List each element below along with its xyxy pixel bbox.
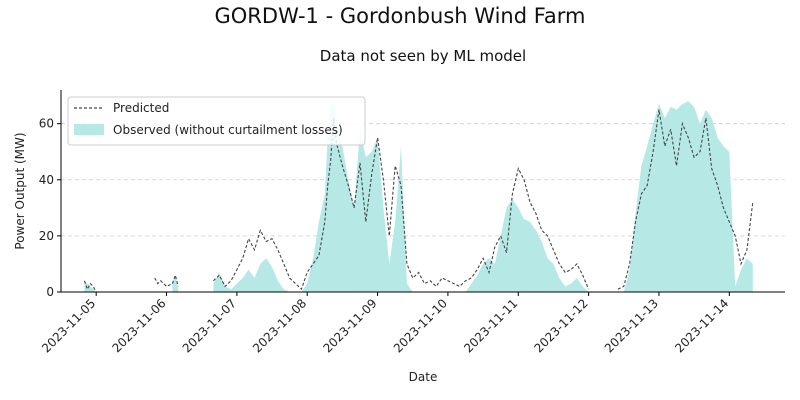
x-tick-label: 2023-11-07 <box>180 296 239 355</box>
predicted-line <box>154 273 179 288</box>
legend-predicted-label: Predicted <box>113 101 169 115</box>
predicted-line <box>617 109 754 290</box>
legend-observed-label: Observed (without curtailment losses) <box>113 123 343 137</box>
x-tick-label: 2023-11-13 <box>602 296 661 355</box>
legend-box <box>67 96 366 146</box>
x-tick-label: 2023-11-12 <box>532 296 591 355</box>
chart-title: GORDW-1 - Gordonbush Wind Farm <box>214 4 586 28</box>
x-tick-label: 2023-11-05 <box>39 296 98 355</box>
predicted-line <box>213 118 590 291</box>
y-tick-label: 40 <box>39 173 54 187</box>
observed-area <box>172 275 179 292</box>
observed-area <box>213 101 589 292</box>
observed-area <box>617 101 753 292</box>
x-axis-label: Date <box>409 370 438 384</box>
legend-observed-swatch <box>74 124 104 135</box>
y-tick-label: 20 <box>39 229 54 243</box>
predicted-line <box>83 280 97 293</box>
chart-subtitle: Data not seen by ML model <box>319 47 527 65</box>
x-tick-label: 2023-11-10 <box>391 296 450 355</box>
y-axis-label: Power Output (MW) <box>13 132 27 249</box>
observed-area <box>84 280 97 292</box>
x-tick-label: 2023-11-09 <box>320 296 379 355</box>
x-tick-label: 2023-11-14 <box>672 296 731 355</box>
y-tick-label: 60 <box>39 117 54 131</box>
x-tick-label: 2023-11-11 <box>461 296 520 355</box>
x-tick-label: 2023-11-06 <box>109 296 168 355</box>
x-tick-label: 2023-11-08 <box>250 296 309 355</box>
y-tick-label: 0 <box>46 285 54 299</box>
